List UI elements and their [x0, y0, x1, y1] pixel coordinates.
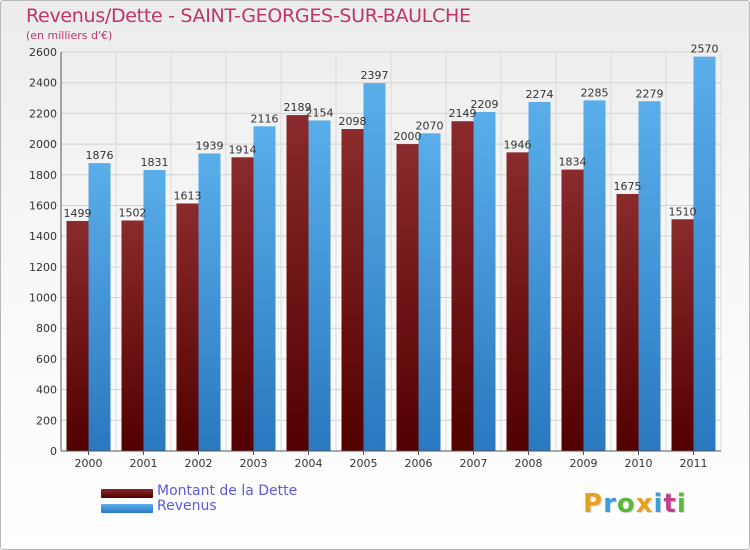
- x-tick-label: 2009: [570, 457, 598, 470]
- x-tick-label: 2008: [515, 457, 543, 470]
- bar-revenus: [198, 153, 221, 451]
- bar-revenus: [693, 56, 716, 451]
- bar-dette: [176, 203, 199, 451]
- data-label-revenus: 2070: [416, 119, 444, 132]
- y-tick-label: 1400: [29, 230, 57, 243]
- y-tick-label: 2400: [29, 77, 57, 90]
- bar-dette: [671, 219, 694, 451]
- y-tick-label: 200: [36, 414, 57, 427]
- bar-revenus: [528, 102, 551, 451]
- data-label-dette: 1510: [669, 205, 697, 218]
- legend-swatch-revenus: [101, 504, 153, 513]
- logo-letter: i: [653, 489, 664, 519]
- x-tick-label: 2005: [350, 457, 378, 470]
- bar-revenus: [583, 100, 606, 451]
- data-label-dette: 1613: [174, 189, 202, 202]
- legend-label-dette: Montant de la Dette: [157, 483, 298, 499]
- y-tick-label: 2000: [29, 138, 57, 151]
- data-label-revenus: 2397: [361, 69, 389, 82]
- data-label-dette: 1946: [504, 138, 532, 151]
- x-tick-label: 2006: [405, 457, 433, 470]
- logo-letter: i: [676, 489, 687, 519]
- y-tick-label: 1000: [29, 292, 57, 305]
- bar-revenus: [363, 83, 386, 451]
- legend-label-revenus: Revenus: [157, 498, 217, 514]
- bar-revenus: [418, 133, 441, 452]
- logo-letter: o: [616, 489, 636, 519]
- data-label-revenus: 2279: [636, 87, 664, 100]
- proxiti-logo: Proxiti: [583, 489, 687, 519]
- data-label-revenus: 1939: [196, 139, 224, 152]
- data-label-dette: 2189: [284, 101, 312, 114]
- x-tick-label: 2010: [625, 457, 653, 470]
- y-tick-label: 1800: [29, 169, 57, 182]
- bar-dette: [231, 157, 254, 452]
- data-label-revenus: 2285: [581, 86, 609, 99]
- y-tick-label: 400: [36, 384, 57, 397]
- y-tick-label: 2600: [29, 46, 57, 59]
- bar-dette: [341, 129, 364, 451]
- data-label-dette: 2000: [394, 130, 422, 143]
- bar-revenus: [473, 112, 496, 451]
- data-label-revenus: 2116: [251, 112, 279, 125]
- data-label-dette: 2098: [339, 115, 367, 128]
- bar-revenus: [638, 101, 661, 451]
- y-tick-label: 1600: [29, 199, 57, 212]
- bar-revenus: [143, 170, 166, 452]
- chart-title: Revenus/Dette - SAINT-GEORGES-SUR-BAULCH…: [26, 5, 471, 27]
- data-label-revenus: 1876: [86, 149, 114, 162]
- data-label-dette: 1502: [119, 207, 147, 220]
- x-tick-label: 2002: [185, 457, 213, 470]
- bar-revenus: [253, 126, 276, 451]
- x-tick-label: 2003: [240, 457, 268, 470]
- x-tick-label: 2011: [680, 457, 708, 470]
- y-tick-label: 2200: [29, 107, 57, 120]
- logo-letter: P: [583, 489, 604, 519]
- y-tick-label: 1200: [29, 261, 57, 274]
- x-tick-label: 2004: [295, 457, 323, 470]
- data-label-revenus: 2570: [691, 43, 719, 56]
- bar-dette: [561, 169, 584, 451]
- bar-dette: [121, 220, 144, 451]
- bar-revenus: [308, 120, 331, 451]
- bar-dette: [66, 220, 89, 451]
- logo-letter: t: [663, 489, 677, 519]
- logo-letter: r: [603, 489, 617, 519]
- bar-dette: [616, 193, 639, 452]
- data-label-dette: 1499: [64, 207, 92, 220]
- data-label-revenus: 2154: [306, 106, 334, 119]
- y-tick-label: 800: [36, 322, 57, 335]
- x-tick-label: 2000: [75, 457, 103, 470]
- x-tick-label: 2001: [130, 457, 158, 470]
- bar-dette: [451, 121, 474, 451]
- logo-letter: x: [635, 489, 654, 519]
- legend-swatch-dette: [101, 489, 153, 498]
- x-tick-label: 2007: [460, 457, 488, 470]
- chart-subtitle: (en milliers d'€): [26, 29, 113, 42]
- data-label-dette: 1834: [559, 156, 587, 169]
- bar-dette: [286, 115, 309, 451]
- data-label-revenus: 1831: [141, 156, 169, 169]
- y-tick-label: 600: [36, 353, 57, 366]
- data-label-dette: 1675: [614, 180, 642, 193]
- bar-dette: [396, 144, 419, 452]
- data-label-revenus: 2209: [471, 98, 499, 111]
- data-label-dette: 2149: [449, 107, 477, 120]
- bar-dette: [506, 152, 529, 452]
- data-label-revenus: 2274: [526, 88, 554, 101]
- data-label-dette: 1914: [229, 143, 257, 156]
- y-tick-label: 0: [50, 445, 57, 458]
- bar-revenus: [88, 163, 111, 452]
